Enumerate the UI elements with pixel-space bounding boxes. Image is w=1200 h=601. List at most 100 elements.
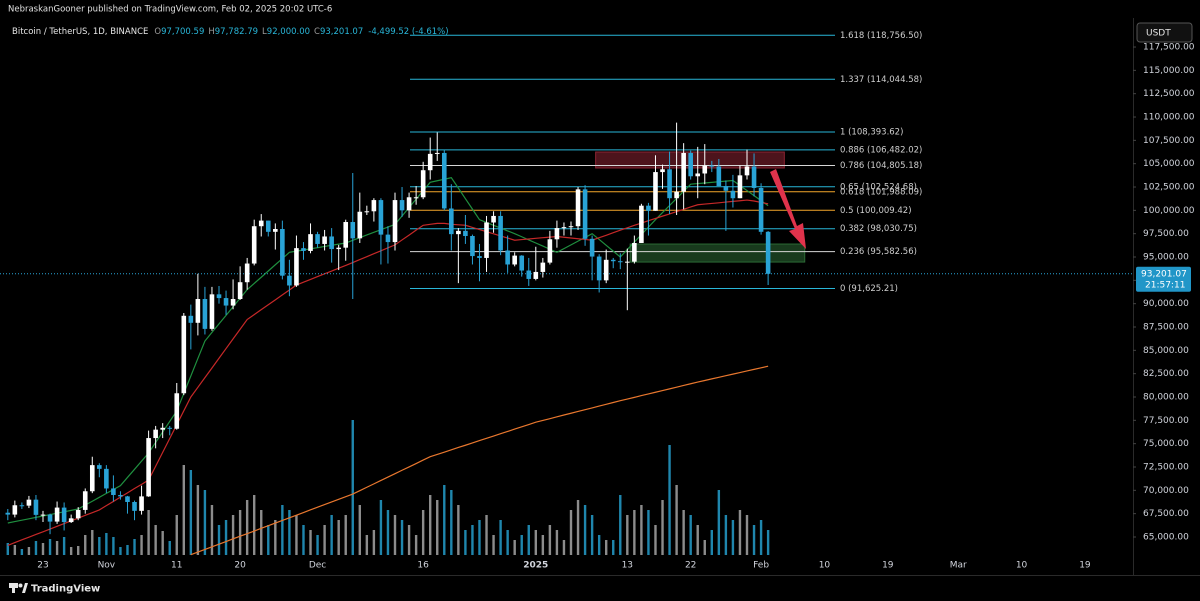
candle-body [617,261,623,263]
volume-bar [478,520,481,555]
fib-label: 1.337 (114,044.58) [840,75,922,85]
volume-bar [48,539,52,555]
volume-bar [541,535,545,555]
x-tick-label: Nov [98,561,116,571]
fib-label: 0.886 (106,482.02) [840,145,922,155]
candle-body [364,211,370,213]
candle-body [491,215,496,223]
candle-body [399,200,405,211]
candle-body [674,191,679,199]
symbol-line: Bitcoin / TetherUS, 1D, BINANCE O97,700.5… [12,27,449,37]
volume-bar [295,515,298,555]
candle-body [237,282,243,300]
volume-bar [647,510,650,555]
candle-body [251,226,257,264]
volume-bar [429,495,432,555]
volume-bar [119,547,122,555]
logo-mark [22,583,28,593]
candle-body [104,468,109,489]
volume-bar [196,485,200,555]
x-tick-label: Feb [753,561,769,571]
volume-bar [133,539,136,555]
candle-body [343,222,349,248]
ohlc-label: O [154,27,161,37]
x-tick-label: 16 [417,561,429,571]
volume-bar [337,520,340,555]
volume-bar [175,515,178,555]
candle-body [660,169,665,173]
candle-body [709,165,715,167]
volume-bar [597,535,601,555]
volume-bar [245,500,249,555]
candle-body [371,200,377,212]
volume-bar [421,510,425,555]
candle-body [89,465,95,492]
volume-bar [98,537,101,555]
y-tick-label: 115,000.00 [1143,66,1195,76]
candle-body [301,248,306,251]
volume-bar [520,535,523,555]
candle-body [568,226,574,228]
change: -4,499.52 (-4.61%) [368,27,448,37]
candle-body [258,220,264,227]
x-tick-label: 2025 [523,561,548,571]
candle-body [441,152,447,209]
candle-body [216,294,222,299]
candle-body [5,512,11,515]
x-tick-label: 20 [234,561,246,571]
volume-bar [231,515,235,555]
volume-bar [752,525,756,555]
volume-bar [77,546,80,555]
x-tick-label: Dec [309,561,326,571]
volume-bar [330,515,333,555]
volume-bar [675,485,678,555]
ohlc-value: 93,201.07 [320,27,363,37]
ohlc-value: 97,700.59 [161,27,204,37]
volume-bar [534,530,537,555]
candle-body [406,197,412,211]
footer-logo[interactable]: TradingView [9,583,100,595]
fib-label: 1.618 (118,756.50) [840,31,922,41]
candle-body [639,205,644,244]
candle-body [139,496,144,511]
candle-body [498,215,503,251]
y-tick-label: 112,500.00 [1143,89,1195,99]
volume-bar [34,541,38,555]
arrow [770,169,806,249]
volume-bar [710,530,713,555]
volume-bar [400,520,404,555]
volume-bar [703,540,706,555]
last-price-label: 93,201.07 [1141,269,1187,279]
volume-bar [576,500,580,555]
candle-body [350,222,356,239]
y-tick-label: 75,000.00 [1143,439,1189,449]
currency-box[interactable] [1136,22,1193,43]
volume-bar [210,505,214,555]
volume-bar [323,525,326,555]
candle-body [118,494,123,497]
candle-body [280,229,285,276]
volume-bar [69,547,73,555]
volume-bar [759,520,763,555]
candle-body [174,393,180,429]
volume-bar [562,540,566,555]
candle-body [209,294,215,329]
candle-body [40,514,46,516]
candle-body [12,505,18,515]
volume-bar [619,495,622,555]
volume-bar [654,525,657,555]
candle-body [19,505,25,507]
y-tick-label: 85,000.00 [1143,346,1189,356]
last-price-box [1136,266,1191,292]
candle-body [111,488,116,495]
volume-bar [13,545,17,555]
volume-bar [668,445,671,555]
volume-bar [267,525,270,555]
volume-bar [555,530,559,555]
candle-body [308,234,313,251]
candle-body [477,256,482,258]
ohlc-value: 97,782.79 [215,27,258,37]
candle-body [681,152,686,192]
